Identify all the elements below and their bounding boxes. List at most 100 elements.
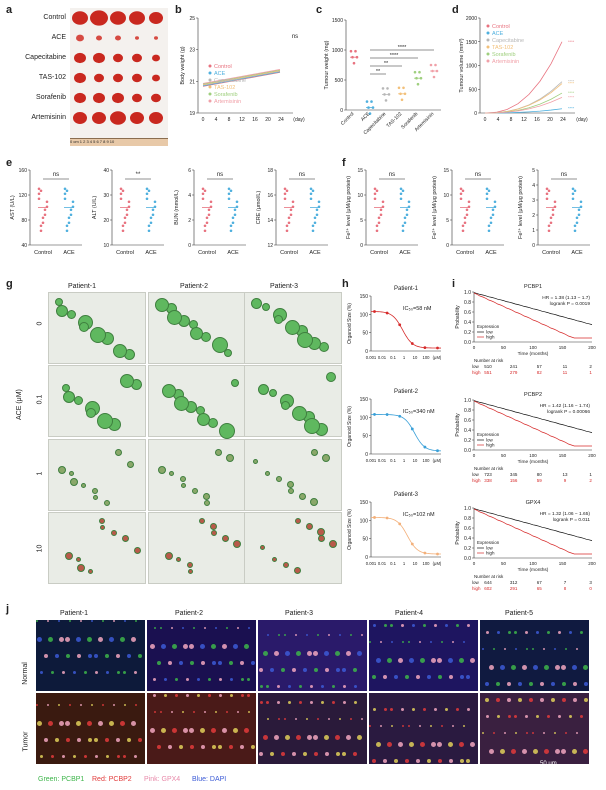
fluorescence-signal — [59, 637, 64, 642]
fluorescence-signal — [354, 701, 357, 704]
fluorescence-signal — [295, 718, 297, 720]
f0-point — [405, 213, 409, 217]
i-risk-high-1: 338 — [484, 478, 492, 483]
organoid — [295, 518, 301, 524]
tumour-photo — [112, 92, 124, 104]
fluorescence-signal — [573, 682, 577, 686]
i1-ytick-label: 0.2 — [464, 438, 471, 444]
fluorescence-signal — [117, 671, 120, 674]
i1-ytick-label: 0.0 — [464, 448, 471, 454]
fluorescence-signal — [419, 641, 421, 643]
f2-ytick-label: 4 — [532, 183, 535, 189]
fluorescence-signal — [66, 738, 70, 742]
fluorescence-signal — [529, 698, 533, 702]
tumour-photo — [76, 34, 84, 42]
fluorescence-signal — [87, 637, 92, 642]
fluorescence-signal — [138, 738, 142, 742]
f1-point — [489, 216, 493, 220]
e2-point — [205, 216, 209, 220]
fluorescence-signal — [211, 728, 216, 733]
fluorescence-signal — [342, 668, 346, 672]
fluorescence-signal — [449, 759, 453, 763]
h-ic50-1: IC₅₀=340 nM — [403, 409, 435, 415]
e1-point — [147, 189, 151, 193]
fluorescence-signal — [313, 651, 318, 656]
f0-ytick-label: 5 — [360, 218, 363, 224]
panel-letter-e: e — [6, 157, 13, 169]
fluorescence-signal — [434, 708, 437, 711]
c-point — [429, 63, 433, 67]
tumour-photo — [151, 93, 161, 103]
ruler: 0 cm 1 2 3 4 5 6 7 8 9 10 — [70, 138, 168, 146]
organoid — [306, 523, 313, 530]
fluorescence-signal — [445, 708, 448, 711]
b-legend-marker — [208, 85, 212, 89]
organoid — [56, 305, 68, 317]
fluorescence-signal — [526, 648, 528, 650]
e2-xtick: ACE — [227, 250, 239, 256]
h-point — [385, 516, 389, 520]
fluorescence-signal — [278, 634, 280, 636]
organoid-image — [148, 512, 246, 584]
fluorescence-signal — [547, 715, 550, 718]
f1-sig: ns — [475, 172, 481, 178]
fluorescence-signal — [40, 671, 43, 674]
d-xtick-label: 8 — [510, 117, 513, 123]
fluorescence-signal — [215, 627, 217, 629]
organoid — [210, 523, 217, 530]
fluorescence-signal — [486, 631, 489, 634]
e3-point — [283, 187, 287, 191]
fluorescence-signal — [526, 732, 528, 734]
fluorescence-signal — [247, 678, 250, 681]
f1-point — [465, 213, 469, 217]
organoid — [180, 476, 186, 482]
e1-point — [145, 192, 149, 196]
organoid — [187, 562, 193, 568]
i-xtick-2: 50 — [501, 561, 507, 566]
fluorescence-signal — [183, 728, 188, 733]
i-risk-high-2: 65 — [537, 586, 543, 591]
fluorescence-signal — [197, 678, 200, 681]
organoid-image — [48, 292, 146, 364]
i-risk-high-0: 82 — [537, 370, 543, 375]
fluorescence-signal — [222, 644, 227, 649]
e3-point — [289, 208, 293, 212]
f2-point — [547, 224, 551, 228]
fluorescence-signal — [562, 682, 566, 686]
e1-point — [119, 192, 123, 196]
d-legend-marker — [486, 31, 490, 35]
fluorescence-signal — [321, 701, 324, 704]
fluorescence-signal — [229, 745, 233, 749]
i-legend-low-0: low — [486, 330, 494, 335]
fluorescence-signal — [408, 725, 410, 727]
tumour-photo — [115, 35, 121, 41]
tumour-photo — [96, 35, 102, 41]
fluorescence-signal — [131, 721, 136, 726]
panel-letter-d: d — [452, 4, 459, 16]
organoid — [311, 449, 318, 456]
e2-point — [235, 200, 239, 204]
f1-point — [491, 208, 495, 212]
c-sig-label: **** — [398, 45, 407, 51]
e1-point — [121, 224, 125, 228]
i-xlabel-1: Time (months) — [518, 459, 549, 465]
fluorescence-signal — [376, 742, 381, 747]
row-label-sorafenib: Sorafenib — [36, 94, 66, 101]
b-legend-3: TAS-102 — [214, 85, 235, 91]
fluorescence-signal — [190, 661, 194, 665]
g-dose-0-1: 0.1 — [36, 394, 44, 405]
fluorescence-signal — [212, 745, 216, 749]
fluorescence-signal — [226, 711, 228, 713]
e3-ytick-label: 12 — [267, 243, 273, 249]
f2-ylabel: Fe²⁺ level (μM/μg protein) — [517, 176, 524, 239]
h2-ytick-label: 150 — [360, 500, 369, 506]
b-ytick-label: 25 — [189, 16, 195, 22]
b-xtick-label: 0 — [202, 117, 205, 123]
e1-point — [121, 229, 125, 233]
fluorescence-signal — [266, 701, 269, 704]
fluorescence-image — [258, 620, 367, 691]
b-series-line — [202, 69, 281, 84]
h-xtick-2: 1 — [403, 561, 406, 566]
organoid — [77, 564, 85, 572]
fluorescence-signal — [438, 759, 442, 763]
